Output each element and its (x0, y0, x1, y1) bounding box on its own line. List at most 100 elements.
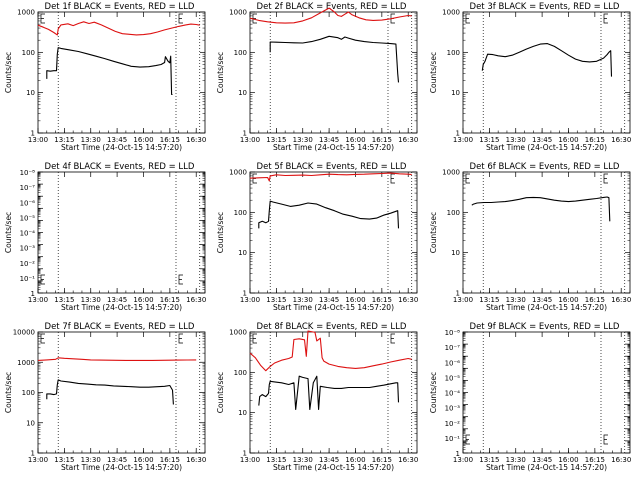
x-tick-label: 13:30 (506, 136, 526, 144)
x-tick-label: 13:00 (28, 296, 48, 304)
interval-marker (178, 333, 183, 344)
y-tick-label: 10 (451, 89, 460, 97)
x-axis-label: Start Time (24-Oct-15 14:57:20) (61, 463, 182, 472)
panel-det-1: Det 1f BLACK = Events, RED = LLD 13:00 13:… (4, 2, 206, 152)
x-axis-label: Start Time (24-Oct-15 14:57:20) (61, 143, 182, 152)
panel-det-4: Det 4f BLACK = Events, RED = LLD 13:00 13:… (4, 162, 206, 312)
x-tick-label: 13:45 (532, 296, 552, 304)
x-tick-label: 13:15 (479, 456, 499, 464)
y-tick-label: 1000 (229, 169, 247, 177)
interval-marker (465, 173, 470, 184)
x-tick-label: 16:15 (372, 296, 392, 304)
x-tick-label: 16:15 (372, 136, 392, 144)
x-tick-label: 13:30 (81, 456, 101, 464)
x-tick-label: 13:45 (532, 136, 552, 144)
x-tick-label: 16:30 (611, 136, 631, 144)
y-axis-label: Counts/sec (216, 212, 225, 253)
y-axis-label: Counts/sec (216, 52, 225, 93)
interval-marker (40, 333, 45, 344)
x-tick-label: 16:15 (585, 296, 605, 304)
y-axis-label: Counts/sec (4, 372, 13, 413)
x-tick-label: 16:30 (186, 136, 206, 144)
x-tick-label: 13:00 (453, 296, 473, 304)
x-tick-label: 13:30 (81, 136, 101, 144)
plot-frame (249, 11, 418, 134)
x-tick-label: 16:30 (611, 456, 631, 464)
x-tick-label: 16:30 (398, 456, 418, 464)
x-tick-label: 13:00 (453, 136, 473, 144)
x-tick-label: 16:15 (160, 136, 180, 144)
x-axis-label: Start Time (24-Oct-15 14:57:20) (486, 143, 607, 152)
x-tick-label: 16:00 (133, 136, 153, 144)
empty-data-marker (603, 434, 608, 445)
y-tick-label: 10 (238, 409, 247, 417)
x-axis-label: Start Time (24-Oct-15 14:57:20) (273, 303, 394, 312)
panel-title: Det 7f BLACK = Events, RED = LLD (45, 322, 195, 332)
panel-title: Det 9f BLACK = Events, RED = LLD (470, 322, 620, 332)
x-tick-label: 16:30 (186, 296, 206, 304)
y-tick-label: 1 (243, 450, 247, 458)
x-tick-label: 13:45 (107, 456, 127, 464)
empty-data-marker (465, 434, 470, 445)
x-tick-label: 13:15 (479, 296, 499, 304)
interval-marker (40, 13, 45, 24)
y-tick-label: 10 (238, 249, 247, 257)
y-tick-label: 1000 (442, 9, 460, 17)
x-tick-label: 13:45 (107, 136, 127, 144)
y-tick-label: 10 (26, 89, 35, 97)
x-tick-label: 13:30 (81, 296, 101, 304)
x-axis-label: Start Time (24-Oct-15 14:57:20) (61, 303, 182, 312)
x-tick-label: 16:00 (133, 296, 153, 304)
y-tick-label: 1 (31, 290, 35, 298)
y-axis-label: Counts/sec (4, 212, 13, 253)
x-tick-label: 16:15 (372, 456, 392, 464)
x-tick-label: 13:30 (293, 296, 313, 304)
y-tick-label: 100 (234, 49, 247, 57)
x-tick-label: 13:15 (266, 296, 286, 304)
series-events (481, 43, 613, 77)
series-events (46, 47, 173, 96)
plot-frame (462, 11, 631, 134)
y-tick-label: 10⁻⁷ (20, 184, 36, 192)
x-tick-label: 13:15 (266, 456, 286, 464)
y-tick-label: 10⁻⁵ (20, 214, 36, 222)
y-tick-label: 100 (234, 209, 247, 217)
panel-title: Det 5f BLACK = Events, RED = LLD (257, 162, 407, 172)
y-tick-label: 1 (456, 450, 460, 458)
x-axis-label: Start Time (24-Oct-15 14:57:20) (486, 303, 607, 312)
x-tick-label: 16:00 (345, 456, 365, 464)
panel-det-3: Det 3f BLACK = Events, RED = LLD 13:00 13:… (429, 2, 631, 152)
x-tick-label: 16:30 (398, 136, 418, 144)
series-lld (249, 172, 412, 182)
x-tick-label: 13:30 (293, 456, 313, 464)
x-tick-label: 13:15 (266, 136, 286, 144)
interval-marker (465, 13, 470, 24)
y-tick-label: 100 (22, 389, 35, 397)
y-tick-label: 10 (451, 249, 460, 257)
x-tick-label: 13:15 (54, 456, 74, 464)
x-tick-label: 13:45 (319, 136, 339, 144)
y-axis-label: Counts/sec (4, 52, 13, 93)
interval-marker (390, 333, 395, 344)
x-tick-label: 16:00 (345, 296, 365, 304)
y-tick-label: 100 (447, 209, 460, 217)
interval-marker (603, 13, 608, 24)
y-tick-label: 10⁻³ (20, 245, 36, 253)
series-events (258, 200, 400, 229)
series-lld (249, 7, 412, 24)
panel-det-9: Det 9f BLACK = Events, RED = LLD 13:00 13:… (429, 322, 631, 472)
series-events (258, 375, 400, 411)
x-tick-label: 16:15 (585, 456, 605, 464)
x-tick-label: 16:00 (345, 136, 365, 144)
y-tick-label: 1 (456, 130, 460, 138)
x-tick-label: 16:30 (398, 296, 418, 304)
x-tick-label: 13:00 (453, 456, 473, 464)
y-tick-label: 100 (22, 49, 35, 57)
x-tick-label: 16:00 (558, 296, 578, 304)
panel-det-6: Det 6f BLACK = Events, RED = LLD 13:00 13:… (429, 162, 631, 312)
y-tick-label: 10⁻⁴ (20, 230, 36, 238)
y-tick-label: 1000 (229, 329, 247, 337)
panel-title: Det 6f BLACK = Events, RED = LLD (470, 162, 620, 172)
y-tick-label: 1 (456, 290, 460, 298)
